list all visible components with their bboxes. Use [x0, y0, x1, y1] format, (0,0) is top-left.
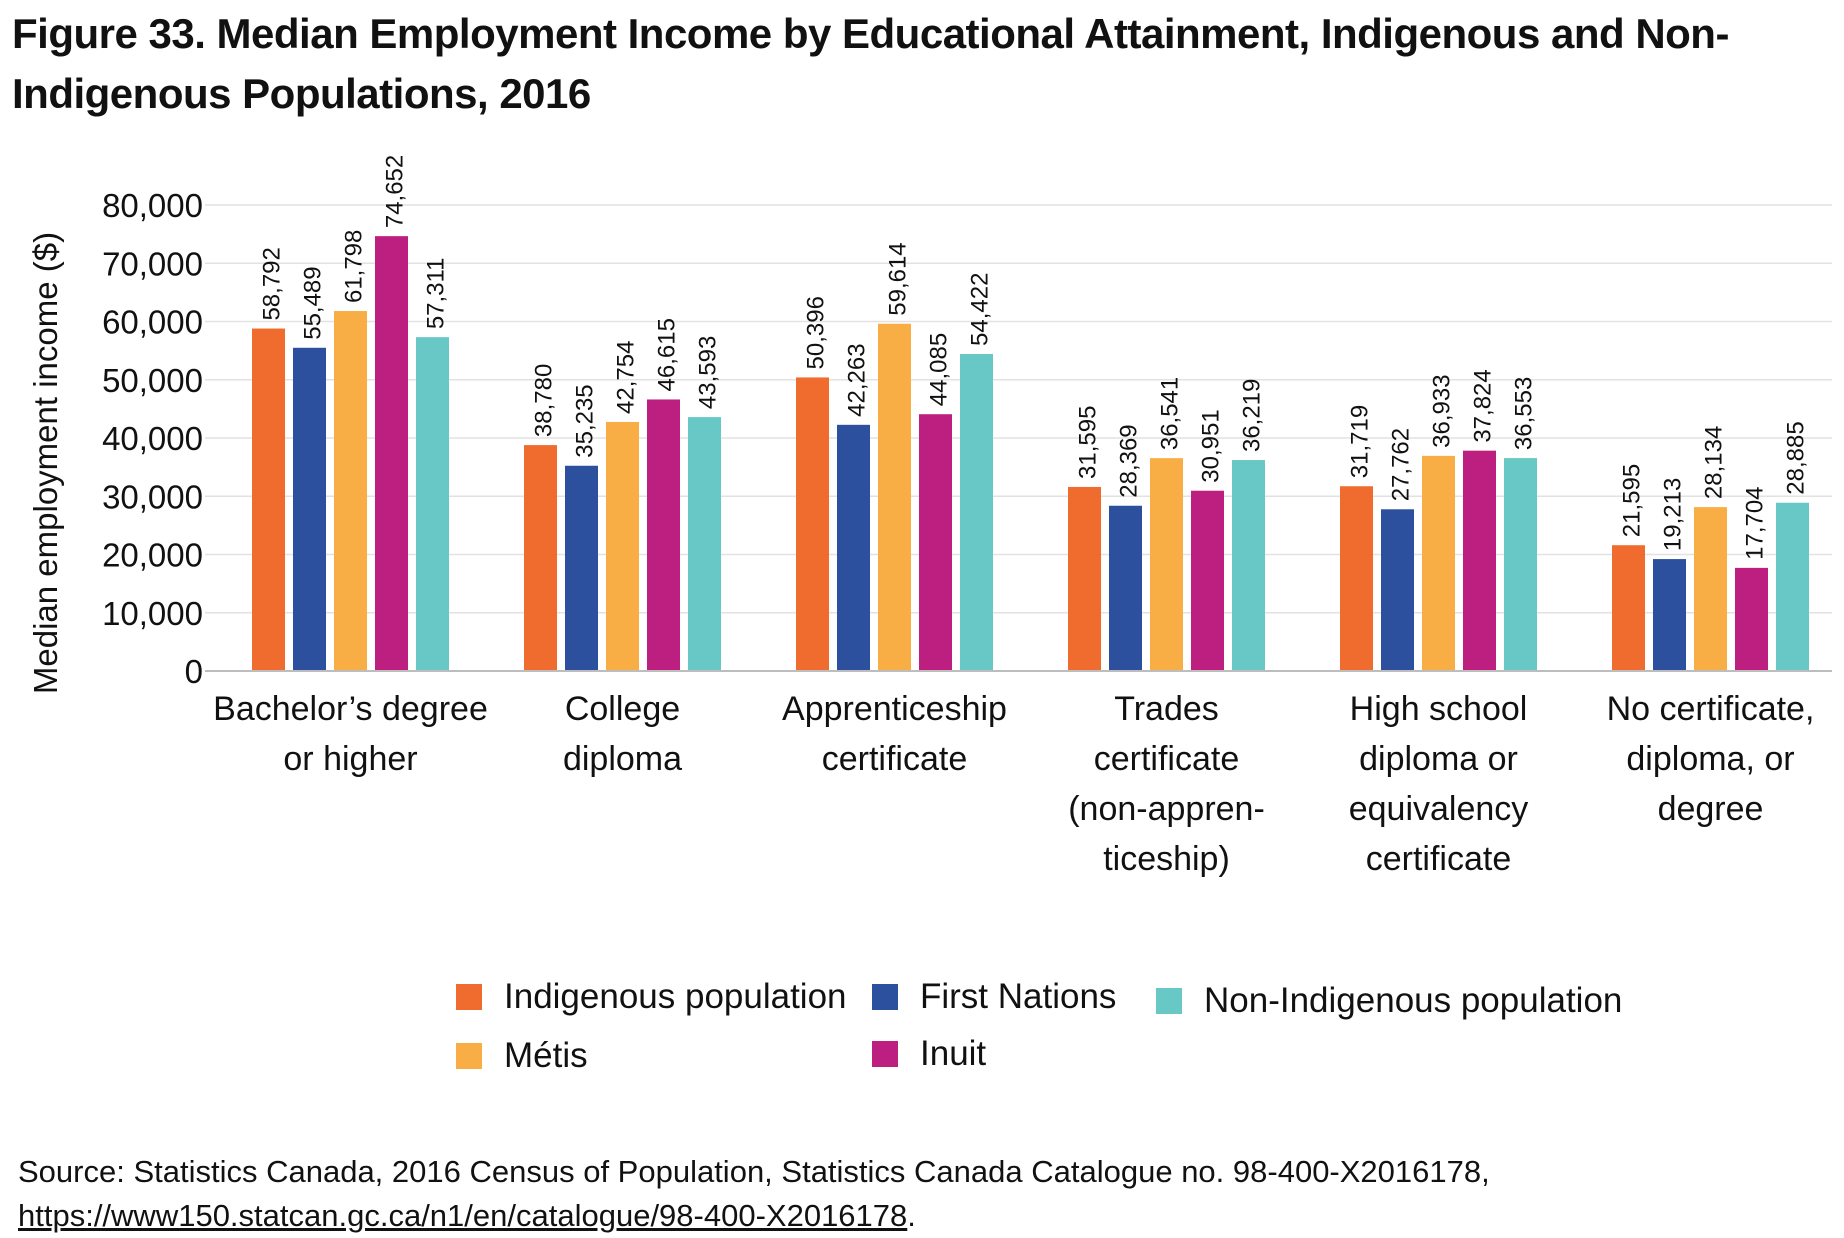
y-axis-label: Median employment income ($)	[27, 232, 64, 694]
y-tick-label: 70,000	[102, 245, 203, 282]
data-label: 44,085	[926, 333, 953, 406]
y-tick-label: 20,000	[102, 537, 203, 574]
data-label: 36,541	[1157, 377, 1184, 450]
data-label: 36,933	[1429, 374, 1456, 447]
data-label: 31,719	[1347, 405, 1374, 478]
x-tick-label-line: No certificate,	[1607, 690, 1815, 728]
data-label: 43,593	[695, 336, 722, 409]
x-tick-label: High school diploma or equivalency certific…	[1349, 690, 1529, 878]
y-tick-label: 30,000	[102, 478, 203, 515]
bar	[1612, 545, 1645, 671]
y-tick-label: 0	[185, 653, 203, 690]
data-label: 19,213	[1660, 478, 1687, 551]
bar	[1504, 458, 1537, 671]
y-tick-label: 60,000	[102, 304, 203, 341]
data-label: 21,595	[1619, 464, 1646, 537]
bar	[688, 417, 721, 671]
y-tick-label: 10,000	[102, 595, 203, 632]
data-label: 42,754	[613, 341, 640, 414]
data-label: 36,553	[1511, 377, 1538, 450]
bar	[1735, 567, 1768, 671]
data-label: 46,615	[654, 318, 681, 391]
y-tick-label: 80,000	[102, 187, 203, 224]
bar	[375, 236, 408, 671]
x-tick-label: Bachelor’s degree or higher	[213, 690, 488, 778]
data-label: 30,951	[1198, 409, 1225, 482]
x-tick-label-line: College	[565, 690, 680, 728]
x-tick-label-line: equivalency	[1349, 790, 1529, 828]
data-label: 37,824	[1470, 369, 1497, 442]
bar	[1340, 486, 1373, 671]
source-period: .	[907, 1198, 916, 1233]
bar	[919, 414, 952, 671]
bar	[1150, 458, 1183, 671]
data-label: 57,311	[423, 258, 450, 330]
data-label: 55,489	[300, 266, 327, 339]
data-label: 36,219	[1239, 379, 1266, 452]
x-tick-label-line: (non-appren-	[1068, 790, 1265, 828]
x-tick-label-line: diploma	[563, 740, 682, 778]
x-tick-label-line: degree	[1658, 790, 1764, 828]
data-label: 59,614	[885, 242, 912, 315]
x-tick-label-line: Bachelor’s degree	[213, 690, 488, 728]
source-note: Source: Statistics Canada, 2016 Census o…	[18, 1150, 1818, 1238]
bar	[1191, 490, 1224, 671]
x-tick-label-line: certificate	[1366, 840, 1512, 878]
bar	[647, 399, 680, 671]
bar	[1653, 559, 1686, 671]
data-label: 35,235	[572, 384, 599, 457]
data-label: 61,798	[341, 230, 368, 303]
data-label: 74,652	[382, 155, 409, 228]
bar	[334, 311, 367, 671]
chart-title: Figure 33. Median Employment Income by E…	[12, 10, 1729, 117]
y-tick-label: 40,000	[102, 420, 203, 457]
bar	[878, 323, 911, 671]
x-tick-label: Apprenticeship certificate	[782, 690, 1007, 778]
x-tick-label: College diploma	[563, 690, 682, 778]
bar	[960, 353, 993, 671]
source-link[interactable]: https://www150.statcan.gc.ca/n1/en/catal…	[18, 1198, 908, 1233]
bar	[565, 465, 598, 671]
x-tick-label: Trades certificate (non-appren-ticeship)	[1068, 690, 1265, 878]
bar	[1068, 486, 1101, 671]
y-tick-label: 50,000	[102, 362, 203, 399]
bar	[1776, 502, 1809, 671]
data-label: 54,422	[967, 273, 994, 346]
data-label: 17,704	[1742, 486, 1769, 559]
x-tick-label-line: diploma or	[1359, 740, 1518, 778]
bar	[293, 347, 326, 671]
x-tick-label-line: or higher	[283, 740, 417, 778]
bar	[524, 445, 557, 671]
x-tick-label-line: ticeship)	[1103, 840, 1230, 878]
data-label: 38,780	[531, 364, 558, 437]
data-label: 50,396	[803, 296, 830, 369]
data-label: 27,762	[1388, 428, 1415, 501]
bar	[1422, 455, 1455, 671]
source-text: Source: Statistics Canada, 2016 Census o…	[18, 1154, 1490, 1189]
x-tick-label-line: diploma, or	[1626, 740, 1794, 778]
x-tick-label: No certificate, diploma, or degree	[1607, 690, 1815, 828]
bar	[606, 421, 639, 671]
data-label: 31,595	[1075, 406, 1102, 479]
bar	[796, 377, 829, 671]
bar	[1694, 507, 1727, 671]
x-tick-label-line: Apprenticeship	[782, 690, 1007, 728]
bar	[252, 328, 285, 671]
bar	[837, 424, 870, 671]
bar	[1109, 505, 1142, 671]
data-label: 28,134	[1701, 426, 1728, 499]
bar	[1232, 460, 1265, 671]
data-label: 42,263	[844, 343, 871, 416]
x-tick-label-line: certificate	[822, 740, 968, 778]
bar	[1463, 450, 1496, 671]
data-label: 28,369	[1116, 424, 1143, 497]
x-tick-label-line: High school	[1350, 690, 1528, 728]
bar	[416, 337, 449, 671]
x-tick-label-line: certificate	[1094, 740, 1240, 778]
bar	[1381, 509, 1414, 671]
data-label: 28,885	[1783, 421, 1810, 494]
x-tick-label-line: Trades	[1114, 690, 1219, 728]
data-label: 58,792	[259, 247, 286, 320]
